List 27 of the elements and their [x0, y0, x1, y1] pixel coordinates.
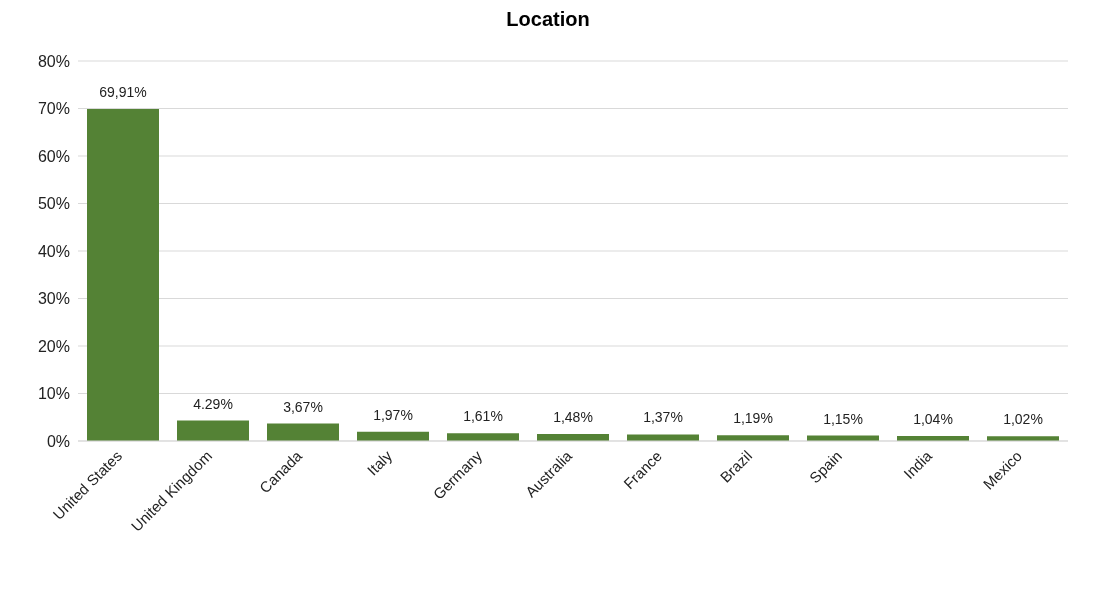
- data-label: 69,91%: [99, 83, 147, 100]
- data-label: 1,02%: [1003, 411, 1043, 428]
- y-tick-label: 80%: [37, 52, 70, 70]
- data-label: 1,37%: [643, 409, 683, 426]
- y-tick-label: 10%: [37, 385, 70, 403]
- y-tick-label: 40%: [37, 242, 70, 260]
- y-tick-label: 50%: [37, 195, 70, 213]
- x-tick-label: Italy: [363, 446, 396, 479]
- bar: [447, 433, 519, 441]
- bar: [267, 423, 339, 441]
- data-label: 1,97%: [373, 406, 413, 423]
- y-tick-label: 0%: [46, 432, 70, 450]
- bar: [87, 108, 159, 441]
- data-label: 1,61%: [463, 408, 503, 425]
- data-label: 1,15%: [823, 410, 863, 427]
- bar: [627, 434, 699, 441]
- data-label: 3,67%: [283, 398, 323, 415]
- y-tick-label: 30%: [37, 290, 70, 308]
- data-label: 4.29%: [193, 395, 233, 412]
- y-tick-label: 60%: [37, 147, 70, 165]
- data-label: 1,19%: [733, 410, 773, 427]
- chart-title: Location: [505, 8, 591, 31]
- data-label: 1,48%: [553, 408, 593, 425]
- y-tick-label: 20%: [37, 337, 70, 355]
- y-tick-label: 70%: [37, 100, 70, 118]
- data-label: 1,04%: [913, 411, 953, 428]
- bar: [177, 420, 249, 441]
